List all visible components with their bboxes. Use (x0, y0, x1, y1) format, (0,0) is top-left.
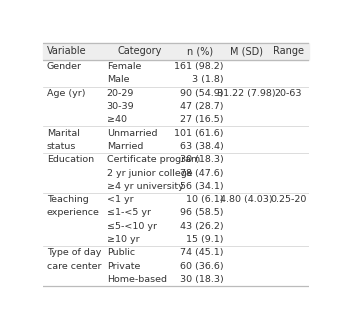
Text: 20-29: 20-29 (107, 89, 134, 98)
Text: 78 (47.6): 78 (47.6) (180, 169, 224, 178)
Text: Type of day: Type of day (47, 248, 101, 257)
Text: Certificate program: Certificate program (107, 155, 200, 164)
Text: 31.22 (7.98): 31.22 (7.98) (217, 89, 275, 98)
Text: Range: Range (273, 46, 304, 56)
Text: 3 (1.8): 3 (1.8) (192, 75, 224, 84)
Text: Female: Female (107, 62, 141, 71)
Text: Marital: Marital (47, 129, 80, 138)
Text: 20-63: 20-63 (274, 89, 302, 98)
Text: 0.25-20: 0.25-20 (270, 195, 306, 204)
Text: Education: Education (47, 155, 94, 164)
Text: ≥4 yr university: ≥4 yr university (107, 182, 184, 191)
Bar (43, 43, 309, 60)
Text: 15 (9.1): 15 (9.1) (186, 235, 224, 244)
Text: Private: Private (107, 262, 140, 271)
Text: status: status (47, 142, 76, 151)
Text: Male: Male (107, 75, 129, 84)
Text: ≥40: ≥40 (107, 115, 127, 124)
Text: Age (yr): Age (yr) (47, 89, 85, 98)
Text: Category: Category (118, 46, 162, 56)
Text: ≤5-<10 yr: ≤5-<10 yr (107, 222, 157, 231)
Text: 96 (58.5): 96 (58.5) (180, 208, 224, 217)
Text: 4.80 (4.03): 4.80 (4.03) (220, 195, 273, 204)
Text: Public: Public (107, 248, 135, 257)
Text: 2 yr junior college: 2 yr junior college (107, 169, 192, 178)
Text: Teaching: Teaching (47, 195, 88, 204)
Text: care center: care center (47, 262, 102, 271)
Text: 10 (6.1): 10 (6.1) (186, 195, 224, 204)
Text: 101 (61.6): 101 (61.6) (174, 129, 224, 138)
Text: 56 (34.1): 56 (34.1) (180, 182, 224, 191)
Text: <1 yr: <1 yr (107, 195, 133, 204)
Text: 60 (36.6): 60 (36.6) (180, 262, 224, 271)
Text: n (%): n (%) (187, 46, 213, 56)
Text: Unmarried: Unmarried (107, 129, 157, 138)
Text: Variable: Variable (47, 46, 86, 56)
Text: experience: experience (47, 208, 100, 217)
Text: M (SD): M (SD) (230, 46, 263, 56)
Text: ≤1-<5 yr: ≤1-<5 yr (107, 208, 151, 217)
Text: ≥10 yr: ≥10 yr (107, 235, 139, 244)
Text: 74 (45.1): 74 (45.1) (180, 248, 224, 257)
Text: 90 (54.9): 90 (54.9) (180, 89, 224, 98)
Text: Married: Married (107, 142, 143, 151)
Text: 27 (16.5): 27 (16.5) (180, 115, 224, 124)
Text: Home-based: Home-based (107, 275, 167, 284)
Text: 63 (38.4): 63 (38.4) (180, 142, 224, 151)
Text: 161 (98.2): 161 (98.2) (174, 62, 224, 71)
Text: 43 (26.2): 43 (26.2) (180, 222, 224, 231)
Text: 30 (18.3): 30 (18.3) (180, 275, 224, 284)
Text: Gender: Gender (47, 62, 82, 71)
Text: 47 (28.7): 47 (28.7) (180, 102, 224, 111)
Text: 30-39: 30-39 (107, 102, 134, 111)
Text: 30 (18.3): 30 (18.3) (180, 155, 224, 164)
